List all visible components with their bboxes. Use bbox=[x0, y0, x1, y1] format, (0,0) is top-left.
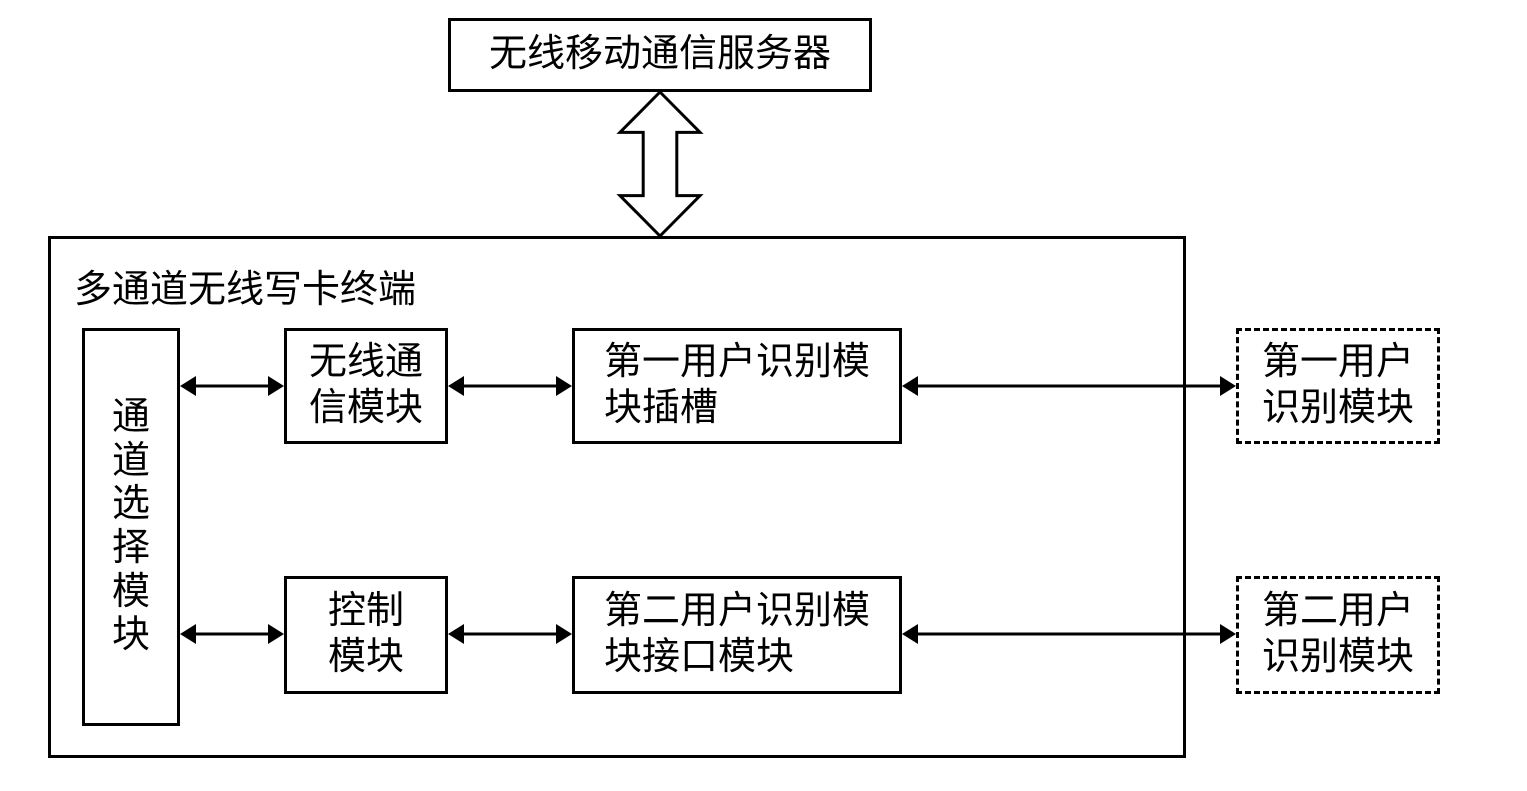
connector-arrows bbox=[0, 0, 1527, 791]
